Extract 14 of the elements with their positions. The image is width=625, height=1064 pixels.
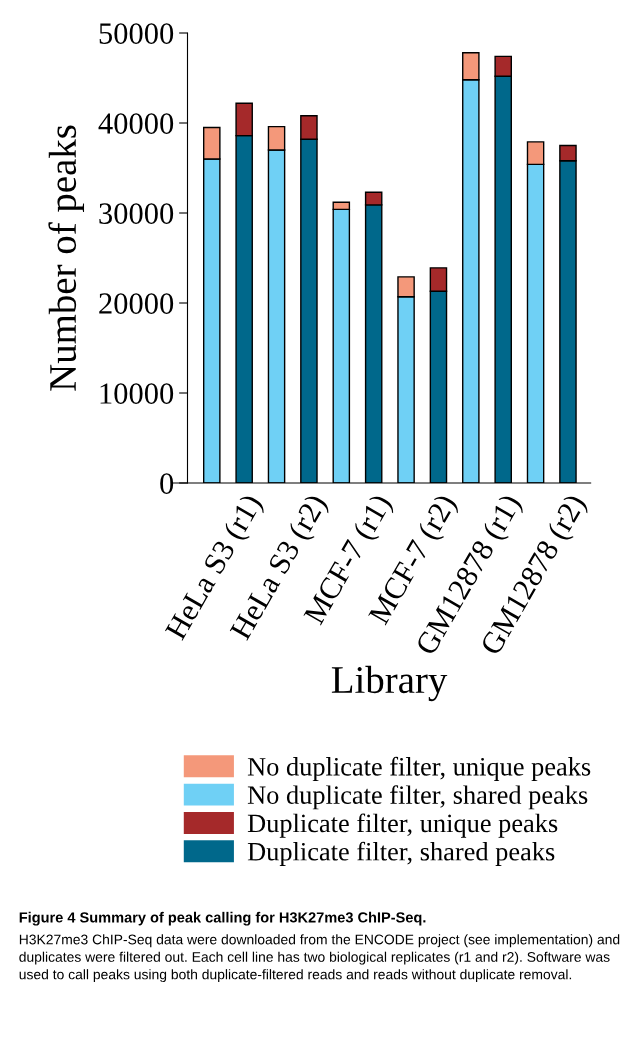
legend-label: Duplicate filter, shared peaks (247, 841, 555, 866)
y-tick-label: 50000 (99, 23, 174, 44)
legend-label: Duplicate filter, unique peaks (247, 813, 558, 838)
y-tick-label: 20000 (99, 293, 174, 314)
text: H3K27me3 ChIP-Seq data were downloaded from the ENCODE project (see implementation) and duplicates were filtered out. Each cell line has two biological replicates (r1 and r2). Software was used to call peaks using both duplicate-filtered reads and reads without duplicate removal. (19, 934, 620, 983)
legend-label: No duplicate filter, shared peaks (247, 785, 588, 810)
y-tick-label: 0 (160, 473, 174, 494)
y-axis-title: Number of peaks (48, 125, 85, 391)
y-tick-label: 10000 (100, 383, 174, 404)
x-axis-title: Library (331, 665, 448, 702)
legend-label: No duplicate filter, unique peaks (247, 756, 591, 782)
y-tick-label: 30000 (99, 203, 174, 224)
text: Figure 4 Summary of peak calling for H3K27me3 ChIP-Seq. (19, 911, 426, 926)
y-tick-label: 40000 (98, 113, 174, 134)
